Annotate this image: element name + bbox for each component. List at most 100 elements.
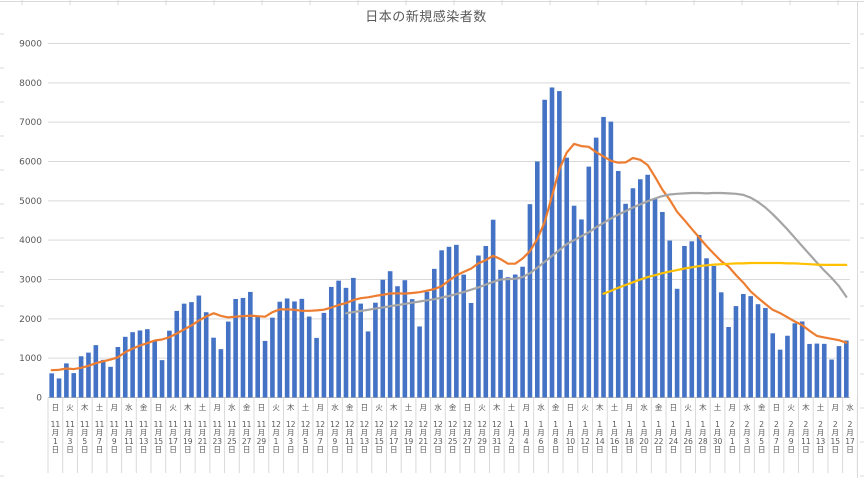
- bar-daily-new-cases: [402, 280, 408, 398]
- y-tick-label: 1000: [19, 354, 42, 364]
- x-tick-label: 日 1 月 10 日: [563, 401, 578, 473]
- weekday-label: 月: [316, 403, 324, 412]
- date-label-part: 12: [477, 420, 487, 430]
- date-label-part: 日: [522, 444, 530, 454]
- date-label-part: 日: [301, 444, 310, 454]
- bar-daily-new-cases: [203, 312, 209, 398]
- weekday-label: 金: [448, 403, 457, 412]
- bar-daily-new-cases: [233, 299, 238, 398]
- date-label-part: 2: [847, 420, 853, 430]
- date-label-part: 日: [625, 444, 634, 454]
- date-label-part: 1: [567, 420, 573, 430]
- date-label-part: 7: [97, 436, 102, 446]
- date-label-part: 日: [772, 444, 781, 454]
- bar-daily-new-cases: [152, 340, 157, 398]
- date-label-part: 日: [669, 444, 678, 454]
- weekday-label: 月: [728, 403, 737, 412]
- date-label-part: 22: [653, 436, 664, 446]
- weekday-label: 月: [831, 403, 840, 412]
- bar-daily-new-cases: [431, 268, 437, 398]
- bar-daily-new-cases: [270, 317, 275, 398]
- date-label-part: 20: [639, 436, 649, 446]
- date-label-part: 月: [81, 428, 89, 438]
- date-label-part: 3: [744, 436, 750, 446]
- bar-daily-new-cases: [777, 349, 783, 398]
- date-label-part: 1: [523, 420, 529, 430]
- weekday-label: 金: [139, 403, 148, 412]
- x-tick-label: 日 12 月 13 日: [357, 401, 372, 473]
- date-label-part: 2: [759, 420, 765, 430]
- bar-daily-new-cases: [674, 288, 680, 398]
- bar-daily-new-cases: [520, 266, 525, 398]
- date-label-part: 2: [818, 420, 823, 430]
- x-tick-label: 木 2 月 11 日: [798, 401, 813, 473]
- x-axis-labels: 日 11 月 1 日火 11 月 3 日木 11 月 5 日土 11 月 7 日月 11 月 9 日水 11 月 11 日金 11…: [0, 401, 864, 477]
- weekday-label: 木: [802, 403, 810, 412]
- date-label-part: 月: [669, 428, 678, 438]
- bar-daily-new-cases: [86, 352, 91, 398]
- date-label-part: 月: [802, 428, 810, 438]
- date-label-part: 日: [419, 444, 427, 454]
- date-label-part: 11: [227, 420, 237, 430]
- bar-daily-new-cases: [512, 274, 518, 398]
- date-label-part: 日: [610, 444, 619, 454]
- bar-daily-new-cases: [255, 316, 260, 398]
- bar-daily-new-cases: [733, 306, 739, 398]
- bar-daily-new-cases: [571, 205, 577, 398]
- bar-daily-new-cases: [836, 346, 842, 398]
- bar-daily-new-cases: [248, 291, 253, 398]
- date-label-part: 日: [699, 444, 707, 454]
- bar-daily-new-cases: [71, 373, 77, 398]
- bar-daily-new-cases: [821, 343, 827, 398]
- y-tick-label: 6000: [19, 158, 42, 168]
- date-label-part: 1: [729, 436, 735, 446]
- x-tick-label: 金 11 月 13 日: [136, 401, 151, 473]
- date-label-part: 4: [523, 436, 529, 446]
- date-label-part: 日: [434, 444, 442, 454]
- date-label-part: 月: [493, 428, 501, 438]
- weekday-label: 土: [610, 403, 619, 412]
- x-tick-label: 木 11 月 19 日: [180, 401, 195, 473]
- bar-daily-new-cases: [189, 302, 194, 398]
- bar-daily-new-cases: [49, 373, 54, 398]
- x-tick-label: 月 12 月 7 日: [313, 401, 328, 473]
- date-label-part: 月: [184, 428, 192, 438]
- weekday-label: 月: [625, 403, 634, 412]
- date-label-part: 日: [95, 444, 104, 454]
- date-label-part: 日: [213, 444, 221, 454]
- bar-daily-new-cases: [417, 326, 422, 398]
- yellow-line: [602, 261, 848, 295]
- weekday-label: 木: [184, 403, 192, 412]
- weekday-label: 日: [463, 403, 472, 412]
- date-label-part: 月: [728, 428, 737, 438]
- weekday-label: 水: [640, 403, 648, 412]
- date-label-part: 日: [228, 444, 236, 454]
- date-label-part: 12: [492, 420, 502, 430]
- date-label-part: 日: [272, 444, 280, 454]
- date-label-part: 3: [288, 436, 294, 446]
- date-label-part: 月: [699, 428, 707, 438]
- date-label-part: 23: [212, 436, 222, 446]
- date-label-part: 日: [51, 444, 60, 454]
- date-label-part: 1: [685, 420, 691, 430]
- date-label-part: 日: [345, 444, 354, 454]
- date-label-part: 月: [125, 428, 133, 438]
- bar-daily-new-cases: [284, 298, 290, 398]
- date-label-part: 日: [640, 444, 648, 454]
- x-tick-label: 火 12 月 1 日: [269, 401, 284, 473]
- weekday-label: 水: [228, 403, 236, 412]
- bar-daily-new-cases: [225, 321, 231, 398]
- weekday-label: 木: [699, 403, 707, 412]
- bar-daily-new-cases: [196, 295, 202, 398]
- date-label-part: 12: [286, 420, 296, 430]
- date-label-part: 2: [788, 420, 794, 430]
- bar-daily-new-cases: [181, 303, 187, 398]
- gray-line: [344, 191, 848, 315]
- weekday-label: 火: [581, 403, 589, 412]
- date-label-part: 19: [183, 436, 193, 446]
- date-label-part: 12: [374, 420, 384, 430]
- date-label-part: 日: [831, 444, 840, 454]
- date-label-part: 日: [287, 444, 295, 454]
